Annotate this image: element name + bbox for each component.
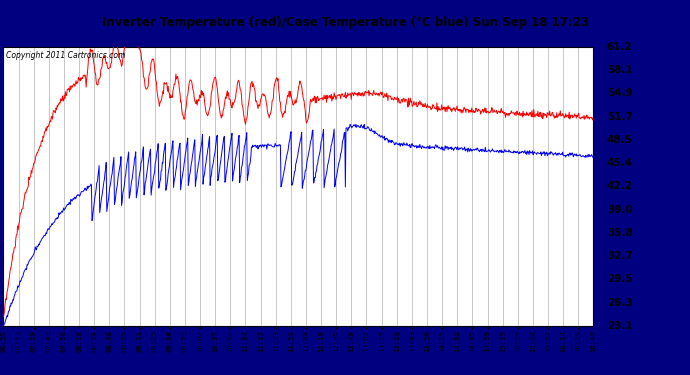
- Text: 45.4: 45.4: [607, 158, 633, 168]
- Text: 58.1: 58.1: [607, 64, 633, 75]
- Text: 48.5: 48.5: [607, 135, 633, 145]
- Text: 54.9: 54.9: [607, 88, 633, 98]
- Text: 29.5: 29.5: [607, 274, 633, 284]
- Text: 61.2: 61.2: [607, 42, 633, 52]
- Text: 32.7: 32.7: [607, 251, 633, 261]
- Text: Copyright 2011 Cartronics.com: Copyright 2011 Cartronics.com: [6, 51, 126, 60]
- Text: Inverter Temperature (red)/Case Temperature (°C blue) Sun Sep 18 17:23: Inverter Temperature (red)/Case Temperat…: [101, 16, 589, 29]
- Text: 42.2: 42.2: [607, 181, 633, 191]
- Text: 35.8: 35.8: [607, 228, 633, 238]
- Text: 51.7: 51.7: [607, 111, 633, 122]
- Text: 23.1: 23.1: [607, 321, 633, 331]
- Text: 39.0: 39.0: [607, 205, 633, 214]
- Text: 26.3: 26.3: [607, 298, 633, 308]
